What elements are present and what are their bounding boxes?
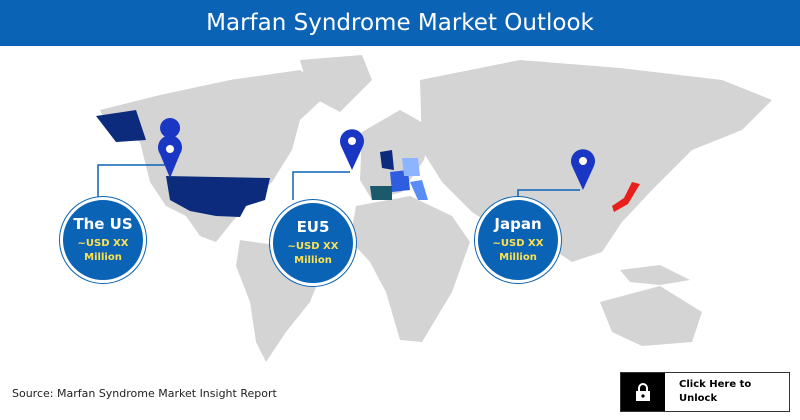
lock-icon (621, 373, 665, 411)
region-bubble: EU5 ~USD XX Million (270, 200, 356, 286)
source-note: Source: Marfan Syndrome Market Insight R… (12, 387, 277, 400)
lock-glyph (636, 383, 650, 401)
region-name: Japan (494, 215, 542, 233)
unlock-label[interactable]: Click Here to Unlock (679, 379, 752, 404)
region-name: The US (73, 215, 133, 233)
region-name: EU5 (296, 218, 330, 236)
region-bubble: Japan ~USD XX Million (475, 197, 561, 283)
region-value: ~USD XX Million (287, 241, 339, 266)
region-value: ~USD XX Million (77, 238, 129, 263)
header-title: Marfan Syndrome Market Outlook (0, 0, 800, 46)
unlock-button[interactable]: Click Here to Unlock (620, 372, 790, 412)
region-bubble: The US ~USD XX Million (60, 197, 146, 283)
region-value: ~USD XX Million (492, 238, 544, 263)
